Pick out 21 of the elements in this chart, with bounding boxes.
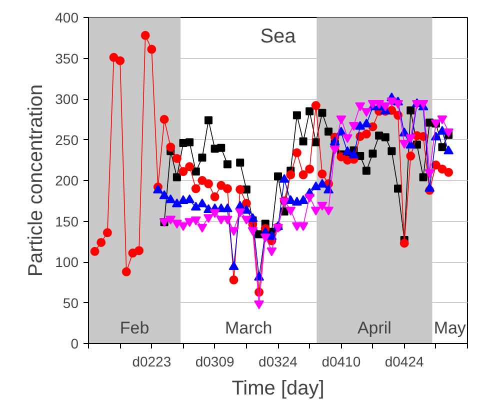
y-axis-title: Particle concentration: [25, 84, 48, 277]
y-tick-label: 400: [55, 10, 79, 26]
y-tick-label: 200: [55, 172, 79, 188]
x-tick-label: d0309: [195, 354, 235, 370]
x-tick-label: d0410: [322, 354, 361, 370]
y-tick-label: 150: [55, 213, 79, 230]
y-tick-label: 50: [62, 294, 79, 311]
x-tick-label: d0424: [384, 354, 424, 370]
y-tick-label: 300: [55, 91, 79, 107]
y-tick-label: 250: [55, 132, 79, 148]
x-axis-title: Time [day]: [232, 378, 324, 400]
x-tick-label: d0324: [258, 354, 298, 370]
annotation: May: [434, 318, 466, 338]
annotation: March: [225, 318, 272, 338]
x-tick-label: d0223: [132, 354, 172, 370]
y-tick-label: 100: [55, 254, 79, 270]
annotation: April: [357, 318, 392, 338]
y-tick-label: 0: [70, 336, 79, 352]
annotation: Sea: [260, 26, 297, 48]
annotation: Feb: [120, 318, 150, 338]
y-tick-label: 350: [55, 50, 79, 66]
